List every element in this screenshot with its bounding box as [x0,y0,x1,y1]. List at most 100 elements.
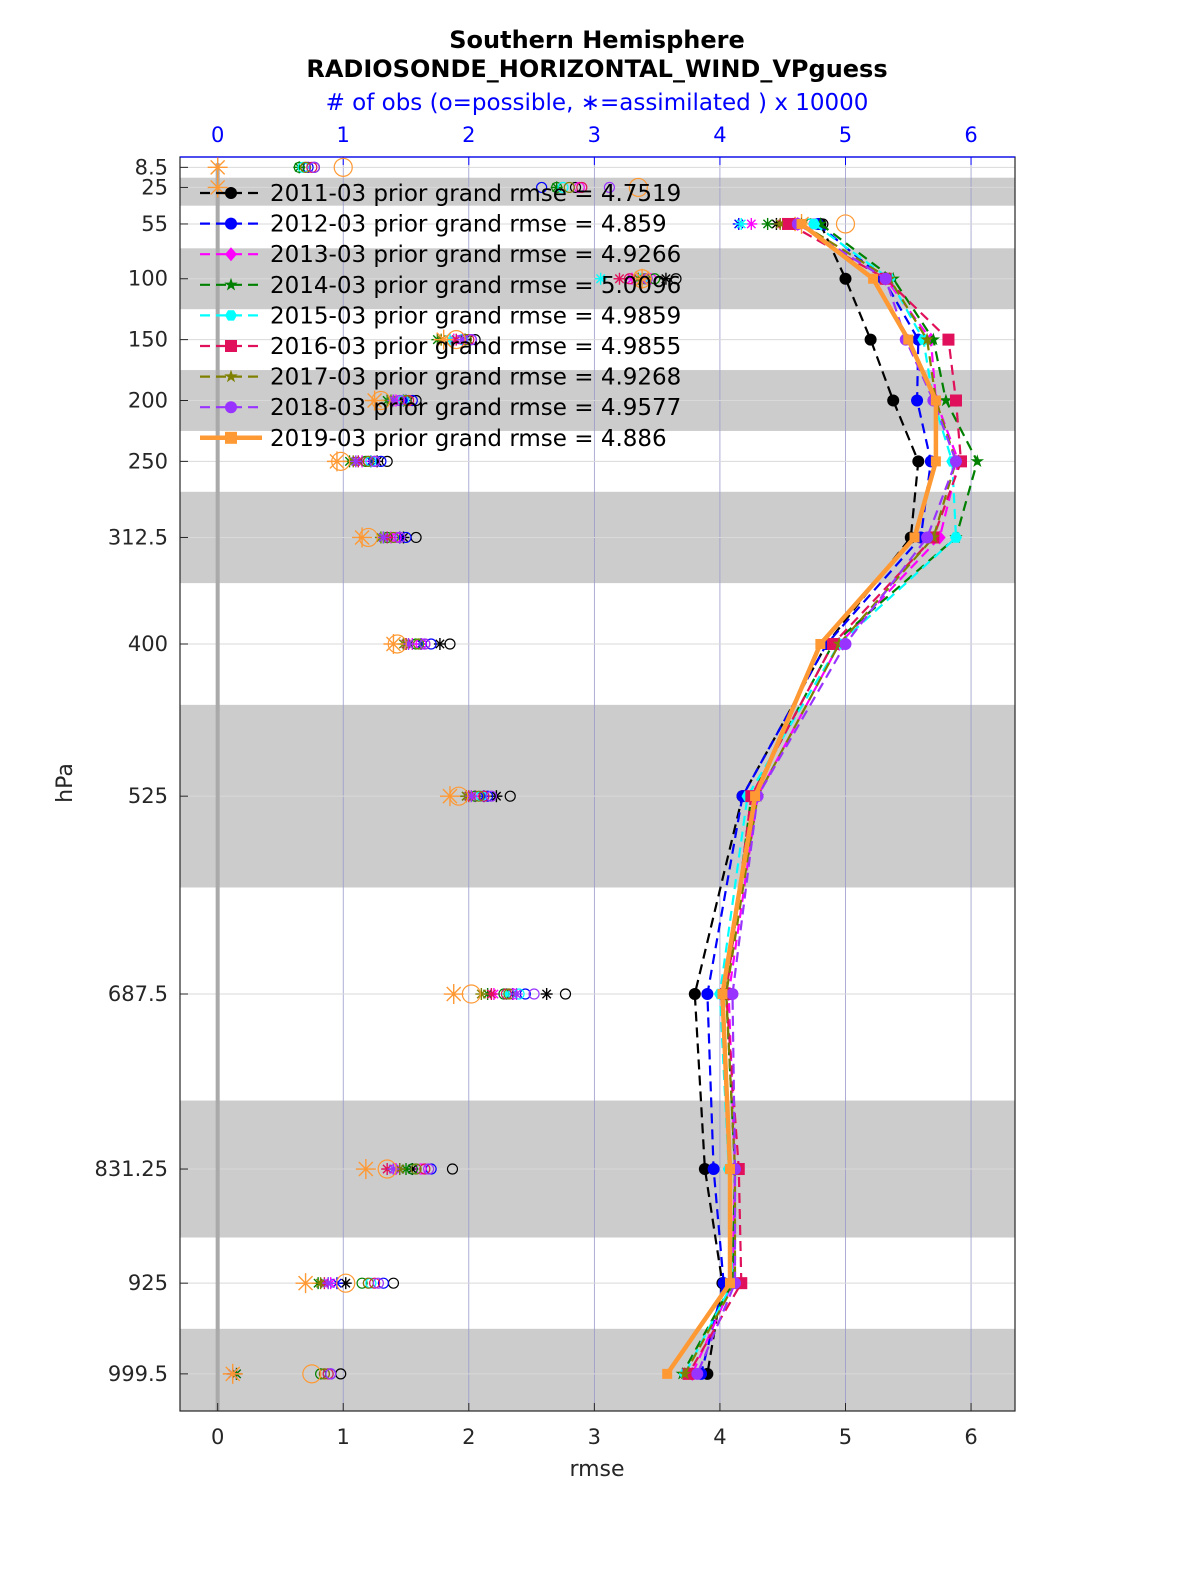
obs-possible-2017-03-5 [400,394,412,407]
obs-assimilated-2015-03-10-stroke-3 [501,989,512,999]
obs-assimilated-2019-03-0 [207,157,228,178]
legend-marker-2015-03 [225,310,237,321]
rmse-point-2019-03-3 [868,273,879,284]
obs-possible-2017-03-6 [362,455,374,467]
shaded-band-0 [180,177,1015,206]
y-tick-label-11: 831.25 [95,1157,168,1181]
y-tick-label-12: 925 [128,1271,168,1295]
obs-possible-2018-03-1 [603,181,616,194]
legend-label-2016-03: 2016-03 prior grand rmse = 4.9855 [270,334,681,360]
obs-assimilated-2019-03-11-stroke-3 [358,1161,374,1177]
obs-assimilated-2018-03-10-stroke-3 [511,989,522,999]
obs-assimilated-2019-03-4-stroke-3 [436,332,452,348]
obs-assimilated-2011-03-8-stroke-3 [435,639,445,649]
chart-subtitle: RADIOSONDE_HORIZONTAL_WIND_VPguess [306,55,887,83]
obs-assimilated-2018-03-6-stroke-3 [351,456,361,467]
y-tick-label-7: 312.5 [108,525,168,549]
rmse-point-2018-03-3 [879,272,892,285]
obs-possible-2019-03-11 [377,1159,397,1179]
y-tick-label-3: 100 [128,267,168,291]
obs-possible-2019-03-12 [336,1273,356,1293]
obs-assimilated-2019-03-8 [383,633,404,654]
obs-assimilated-2019-03-8-stroke-3 [385,636,401,652]
obs-assimilated-2019-03-3-stroke-3 [634,271,650,287]
obs-possible-2011-03-10 [559,988,572,1000]
rmse-point-2014-03-2 [813,217,827,230]
rmse-point-2019-03-13 [662,1368,673,1379]
rmse-point-2017-03-8 [832,637,846,650]
obs-assimilated-2018-03-7-stroke-3 [378,532,389,543]
obs-assimilated-2019-03-1-stroke-3 [210,179,226,195]
legend-label-2014-03: 2014-03 prior grand rmse = 5.0096 [270,273,681,299]
obs-assimilated-2018-03-12-stroke-3 [323,1278,333,1288]
obs-assimilated-2016-03-3-stroke-3 [614,274,625,284]
obs-assimilated-2019-03-4 [433,329,454,350]
rmse-point-2011-03-4 [864,333,877,346]
legend-marker-2014-03 [224,277,238,291]
rmse-point-2014-03-4 [926,332,940,346]
plot-area: 0 1 2 3 4 5 6 0 1 2 3 4 5 6 8.525 55 100 150 200 250 312.5 40… [95,123,1016,1449]
obs-possible-2017-03-11 [410,1163,422,1175]
x-tick-label-0: 0 [211,1425,224,1449]
top-tick-label-5: 5 [839,123,852,147]
rmse-point-2018-03-8 [839,637,852,650]
rmse-point-2019-03-7 [909,532,920,543]
rmse-point-2017-03-4 [920,332,934,346]
obs-possible-2012-03-1 [536,181,548,194]
obs-assimilated-2011-03-3 [659,272,672,285]
obs-possible-2016-03-1 [576,181,588,194]
obs-assimilated-2014-03-2 [761,217,774,230]
obs-assimilated-2018-03-9 [465,790,478,803]
top-tick-label-1: 1 [337,123,350,147]
top-tick-label-6: 6 [964,123,977,147]
legend-label-2011-03: 2011-03 prior grand rmse = 4.7519 [270,181,681,207]
obs-possible-2014-03-12 [356,1277,368,1289]
top-axis-label: # of obs (o=possible, ∗=assimilated ) x … [326,90,869,116]
rmse-point-2011-03-11 [698,1163,711,1176]
legend-label-2013-03: 2013-03 prior grand rmse = 4.9266 [270,242,681,268]
legend-label-2019-03: 2019-03 prior grand rmse = 4.886 [270,426,667,452]
rmse-point-2011-03-5 [887,394,900,407]
rmse-line-2014-03 [681,223,979,1375]
obs-assimilated-2015-03-2-stroke-3 [736,219,746,229]
y-tick-label-6: 250 [128,449,168,473]
rmse-point-2012-03-10 [701,988,714,1001]
legend-marker-2019-03 [225,431,237,444]
obs-possible-2019-03-1 [628,177,648,198]
obs-assimilated-2019-03-0-stroke-3 [210,159,226,175]
obs-possible-2011-03-9 [504,790,516,802]
legend-label-2012-03: 2012-03 prior grand rmse = 4.859 [270,212,667,238]
obs-assimilated-2018-03-9-stroke-3 [466,791,477,801]
obs-possible-2016-03-11 [419,1163,431,1175]
rmse-point-2011-03-3 [839,272,852,285]
rmse-point-2019-03-12 [724,1278,735,1289]
rmse-point-2011-03-10 [688,988,701,1001]
obs-assimilated-2019-03-13 [222,1363,243,1384]
rmse-point-2016-03-5 [949,394,962,407]
y-tick-label-8: 400 [128,632,168,656]
obs-assimilated-2011-03-12-stroke-3 [341,1278,351,1288]
rmse-point-2019-03-2 [796,218,807,229]
x-tick-label-2: 2 [462,1425,475,1449]
obs-assimilated-2017-03-12-stroke-3 [315,1278,326,1288]
obs-assimilated-2016-03-10 [485,988,498,1001]
obs-assimilated-2011-03-3-stroke-3 [661,274,671,284]
top-tick-label-4: 4 [713,123,726,147]
rmse-point-2019-03-5 [930,395,941,406]
obs-possible-2019-03-13 [302,1364,322,1384]
obs-possible-2018-03-13 [325,1368,337,1380]
obs-assimilated-2014-03-2-stroke-3 [762,219,773,229]
y-tick-label-9: 525 [128,784,168,808]
y-tick-label-1: 25 [141,175,168,199]
legend-marker-2018-03 [225,401,237,414]
rmse-point-2012-03-5 [911,394,924,407]
rmse-point-2015-03-7 [950,532,962,543]
obs-assimilated-2011-03-10-stroke-3 [541,989,552,999]
obs-assimilated-2019-03-1 [207,177,228,198]
obs-possible-2017-03-13 [318,1368,330,1380]
obs-assimilated-2019-03-9 [439,786,460,807]
rmse-point-2019-03-9 [750,791,761,802]
obs-assimilated-2019-03-5 [364,390,385,411]
y-tick-label-0: 8.5 [135,155,168,179]
legend-marker-2012-03 [225,217,237,230]
